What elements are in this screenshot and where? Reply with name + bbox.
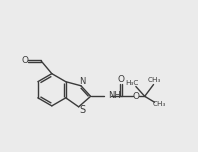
- Text: N: N: [79, 77, 85, 86]
- Text: CH₃: CH₃: [152, 101, 166, 107]
- Text: O: O: [22, 56, 29, 65]
- Text: NH: NH: [108, 91, 121, 100]
- Text: S: S: [79, 105, 85, 115]
- Text: O: O: [118, 76, 125, 85]
- Text: CH₃: CH₃: [148, 77, 161, 83]
- Text: O: O: [132, 92, 139, 101]
- Text: H₃C: H₃C: [125, 79, 138, 86]
